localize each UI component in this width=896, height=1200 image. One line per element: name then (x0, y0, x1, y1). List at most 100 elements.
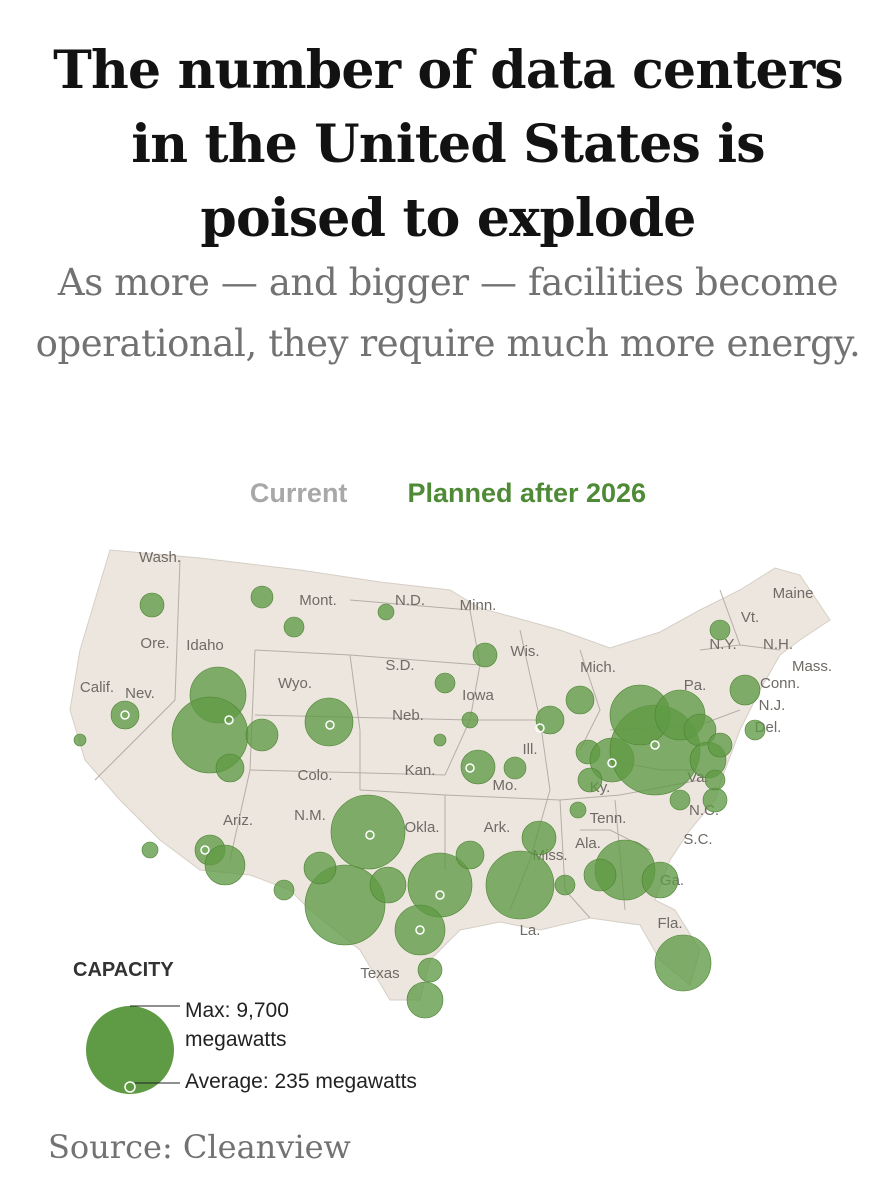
data-center-bubble (394, 904, 446, 956)
legend-max-circle (86, 1006, 174, 1094)
current-data-center-marker (465, 763, 475, 773)
data-center-bubbles (73, 585, 766, 1019)
legend-average-label: Average: 235 megawatts (185, 1070, 417, 1093)
data-center-bubble (73, 733, 87, 747)
data-center-bubble (245, 718, 279, 752)
data-center-bubble (461, 711, 479, 729)
data-center-bubble (434, 672, 456, 694)
subheadline: As more — and bigger — facilities become… (35, 261, 861, 365)
current-data-center-marker (650, 740, 660, 750)
tab-planned-after-2026[interactable]: Planned after 2026 (407, 478, 647, 508)
current-data-center-marker (415, 925, 425, 935)
state-label: Pa. (684, 677, 707, 694)
state-label: S.D. (385, 657, 414, 674)
data-center-bubble (204, 844, 246, 886)
capacity-legend (86, 1005, 180, 1094)
data-center-bubble (377, 603, 395, 621)
legend-average-circle (124, 1081, 136, 1093)
data-center-bubble (565, 685, 595, 715)
data-center-bubble (250, 585, 274, 609)
state-label: Mass. (792, 658, 832, 675)
state-label: N.H. (763, 636, 793, 653)
map-toggle: Current Planned after 2026 (0, 478, 896, 509)
data-center-bubble (521, 820, 557, 856)
data-center-bubble (485, 850, 555, 920)
data-center-bubble (139, 592, 165, 618)
state-label: Wis. (510, 643, 539, 660)
data-center-bubble (304, 697, 354, 747)
data-center-bubble (702, 787, 728, 813)
data-center-bubble (141, 841, 159, 859)
state-label: Okla. (404, 819, 439, 836)
legend-title: CAPACITY (73, 959, 174, 981)
data-center-bubble (472, 642, 498, 668)
current-data-center-marker (365, 830, 375, 840)
state-label: Ala. (575, 835, 601, 852)
data-center-bubble (641, 861, 679, 899)
legend-max-label: Max: 9,700 megawatts (185, 999, 289, 1051)
state-label: N.M. (294, 807, 326, 824)
data-center-bubble (669, 789, 691, 811)
headline: The number of data centers in the United… (53, 40, 844, 249)
state-label: Mich. (580, 659, 616, 676)
state-labels: Wash. Ore. Calif. Nev. Idaho Mont. Wyo. Colo. Ar… (80, 549, 832, 982)
current-data-center-marker (607, 758, 617, 768)
state-label: S.C. (683, 831, 712, 848)
data-center-bubble (460, 749, 496, 785)
data-center-bubble (729, 674, 761, 706)
current-data-center-marker (535, 723, 545, 733)
data-center-bubble (369, 866, 407, 904)
data-center-bubble (569, 801, 587, 819)
state-label: Idaho (186, 637, 224, 654)
current-data-center-marker (325, 720, 335, 730)
state-label: Ore. (140, 635, 169, 652)
data-center-bubble (417, 957, 443, 983)
data-center-bubble (583, 858, 617, 892)
state-label: Minn. (460, 597, 497, 614)
data-center-bubble (283, 616, 305, 638)
state-label: Mo. (492, 777, 517, 794)
tab-current[interactable]: Current (249, 478, 348, 508)
state-label: Nev. (125, 685, 155, 702)
state-label: Conn. (760, 675, 800, 692)
data-center-bubble (654, 934, 712, 992)
state-label: Maine (773, 585, 814, 602)
data-center-bubble (303, 851, 337, 885)
state-label: Wyo. (278, 675, 312, 692)
state-label: Texas (360, 965, 399, 982)
state-label: N.Y. (709, 636, 736, 653)
state-label: Vt. (741, 609, 759, 626)
state-label: Ill. (523, 741, 538, 758)
source-note: Source: Cleanview (48, 1128, 351, 1166)
data-center-bubble (215, 753, 245, 783)
us-data-center-map: Wash. Ore. Calif. Nev. Idaho Mont. Wyo. Colo. Ar… (69, 549, 832, 1019)
current-data-center-marker (200, 845, 210, 855)
state-label: Colo. (297, 767, 332, 784)
state-label: N.D. (395, 592, 425, 609)
data-center-bubble (577, 767, 603, 793)
current-data-center-marker (120, 710, 130, 720)
data-center-bubble (707, 732, 733, 758)
state-label: Ariz. (223, 812, 253, 829)
data-center-bubble (406, 981, 444, 1019)
data-center-bubble (455, 840, 485, 870)
current-data-center-marker (435, 890, 445, 900)
data-center-bubble (744, 719, 766, 741)
state-label: Mont. (299, 592, 337, 609)
state-label: Kan. (405, 762, 436, 779)
state-label: La. (520, 922, 541, 939)
data-center-bubble (273, 879, 295, 901)
state-label: N.J. (759, 697, 786, 714)
data-center-bubble (503, 756, 527, 780)
state-label: Tenn. (590, 810, 627, 827)
state-label: Ark. (484, 819, 511, 836)
data-center-bubble (304, 864, 386, 946)
data-center-bubble (709, 619, 731, 641)
state-borders (94, 559, 781, 919)
state-label: Neb. (392, 707, 424, 724)
data-center-bubble (433, 733, 447, 747)
data-center-bubble (704, 769, 726, 791)
state-label: Iowa (462, 687, 494, 704)
state-label: Fla. (657, 915, 682, 932)
state-label: Wash. (139, 549, 181, 566)
